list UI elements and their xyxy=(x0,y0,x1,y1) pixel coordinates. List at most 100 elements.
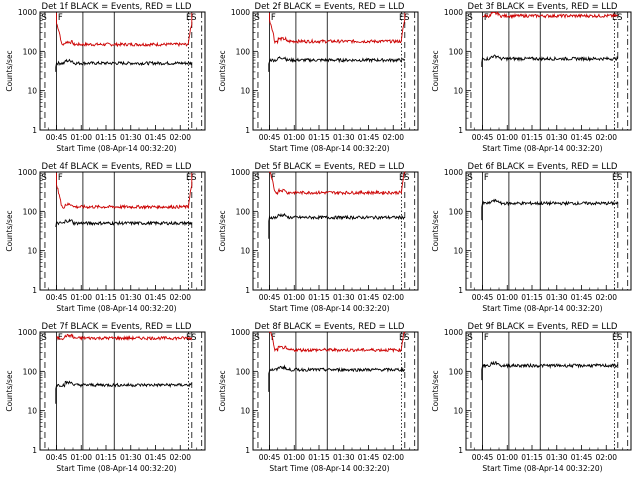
plot-frame xyxy=(39,331,206,451)
x-tick-label: 00:45 xyxy=(259,453,281,462)
plot-frame xyxy=(465,171,632,291)
events-series-line xyxy=(55,218,193,228)
segment-marker-label: S xyxy=(191,333,196,343)
lld-series-line xyxy=(56,12,193,48)
y-tick-label: 1 xyxy=(245,286,250,295)
x-tick-label: 02:00 xyxy=(382,133,404,142)
segment-marker-label: S xyxy=(404,173,409,183)
x-tick-label: 01:30 xyxy=(546,293,568,302)
panel-title: Det 5f BLACK = Events, RED = LLD xyxy=(255,162,405,172)
segment-marker-label: F xyxy=(58,13,63,23)
segment-marker-label: S xyxy=(404,333,409,343)
x-axis-label: Start Time (08-Apr-14 00:32:20) xyxy=(482,464,602,473)
x-tick-label: 00:45 xyxy=(46,453,68,462)
x-tick-label: 01:15 xyxy=(95,133,117,142)
segment-marker-label: F xyxy=(58,173,63,183)
x-tick-label: 01:45 xyxy=(571,133,593,142)
y-tick-label: 10 xyxy=(453,407,463,416)
x-tick-label: 01:00 xyxy=(70,133,92,142)
y-tick-label: 10 xyxy=(27,407,37,416)
panel-title: Det 9f BLACK = Events, RED = LLD xyxy=(468,322,618,332)
y-axis-label: Counts/sec xyxy=(218,210,227,251)
detector-panel-6: Det 6f BLACK = Events, RED = LLD 1 10 100 10… xyxy=(431,162,632,313)
x-tick-label: 01:45 xyxy=(571,453,593,462)
x-tick-label: 01:15 xyxy=(95,293,117,302)
x-tick-label: 02:00 xyxy=(169,133,191,142)
y-tick-label: 10 xyxy=(453,87,463,96)
segment-marker-label: S xyxy=(467,333,472,343)
segment-marker-label: E xyxy=(399,333,404,343)
x-tick-label: 00:45 xyxy=(472,133,494,142)
lld-series-line xyxy=(56,172,193,210)
x-tick-label: 01:30 xyxy=(333,453,355,462)
plot-frame xyxy=(252,11,419,131)
x-axis-label: Start Time (08-Apr-14 00:32:20) xyxy=(482,304,602,313)
y-tick-label: 1 xyxy=(32,126,37,135)
segment-marker-label: S xyxy=(617,333,622,343)
segment-marker-label: F xyxy=(58,333,63,343)
x-axis-label: Start Time (08-Apr-14 00:32:20) xyxy=(269,464,389,473)
y-tick-label: 100 xyxy=(449,47,464,56)
detector-panel-1: Det 1f BLACK = Events, RED = LLD 1 10 100 10… xyxy=(5,2,206,153)
y-tick-label: 1 xyxy=(245,446,250,455)
segment-marker-label: E xyxy=(186,13,191,23)
lld-series-line xyxy=(269,331,406,354)
y-axis-label: Counts/sec xyxy=(5,50,14,91)
x-tick-label: 01:45 xyxy=(358,293,380,302)
segment-marker-label: S xyxy=(617,13,622,23)
y-tick-label: 100 xyxy=(236,47,251,56)
x-tick-label: 02:00 xyxy=(169,293,191,302)
x-axis-label: Start Time (08-Apr-14 00:32:20) xyxy=(56,304,176,313)
x-tick-label: 01:45 xyxy=(571,293,593,302)
plot-frame xyxy=(39,171,206,291)
x-tick-label: 01:00 xyxy=(70,453,92,462)
events-series-line xyxy=(268,56,406,72)
y-tick-label: 1 xyxy=(32,446,37,455)
y-tick-label: 100 xyxy=(23,367,38,376)
segment-marker-label: E xyxy=(399,173,404,183)
segment-marker-label: F xyxy=(484,13,489,23)
x-tick-label: 01:30 xyxy=(120,293,142,302)
panel-title: Det 2f BLACK = Events, RED = LLD xyxy=(255,2,405,12)
y-axis-label: Counts/sec xyxy=(218,370,227,411)
y-tick-label: 100 xyxy=(449,367,464,376)
detector-panel-8: Det 8f BLACK = Events, RED = LLD 1 10 100 10… xyxy=(218,322,419,473)
plot-frame xyxy=(252,171,419,291)
segment-marker-label: F xyxy=(484,333,489,343)
lld-series-line xyxy=(269,12,406,45)
y-tick-label: 10 xyxy=(27,247,37,256)
segment-marker-label: S xyxy=(254,333,259,343)
detector-panel-9: Det 9f BLACK = Events, RED = LLD 1 10 100 10… xyxy=(431,322,632,473)
panel-title: Det 7f BLACK = Events, RED = LLD xyxy=(42,322,192,332)
segment-marker-label: S xyxy=(404,13,409,23)
segment-marker-label: E xyxy=(612,173,617,183)
segment-marker-label: F xyxy=(484,173,489,183)
x-axis-label: Start Time (08-Apr-14 00:32:20) xyxy=(56,464,176,473)
events-series-line xyxy=(55,58,193,72)
x-tick-label: 01:00 xyxy=(496,453,518,462)
segment-marker-label: E xyxy=(612,13,617,23)
events-series-line xyxy=(481,198,619,221)
x-tick-label: 01:30 xyxy=(546,453,568,462)
x-tick-label: 00:45 xyxy=(259,133,281,142)
segment-marker-label: F xyxy=(271,13,276,23)
x-tick-label: 01:15 xyxy=(521,133,543,142)
panel-title: Det 6f BLACK = Events, RED = LLD xyxy=(468,162,618,172)
events-series-line xyxy=(481,54,619,67)
x-tick-label: 02:00 xyxy=(595,293,617,302)
segment-marker-label: S xyxy=(467,173,472,183)
y-axis-label: Counts/sec xyxy=(431,210,440,251)
y-tick-label: 10 xyxy=(240,407,250,416)
x-tick-label: 02:00 xyxy=(595,133,617,142)
segment-marker-label: S xyxy=(41,333,46,343)
y-tick-label: 1000 xyxy=(444,8,463,17)
segment-marker-label: F xyxy=(271,173,276,183)
x-tick-label: 01:00 xyxy=(496,293,518,302)
segment-marker-label: S xyxy=(254,13,259,23)
x-tick-label: 01:30 xyxy=(333,133,355,142)
segment-marker-label: S xyxy=(41,13,46,23)
y-tick-label: 10 xyxy=(240,87,250,96)
x-tick-label: 00:45 xyxy=(46,293,68,302)
y-tick-label: 100 xyxy=(236,367,251,376)
x-tick-label: 01:30 xyxy=(120,133,142,142)
